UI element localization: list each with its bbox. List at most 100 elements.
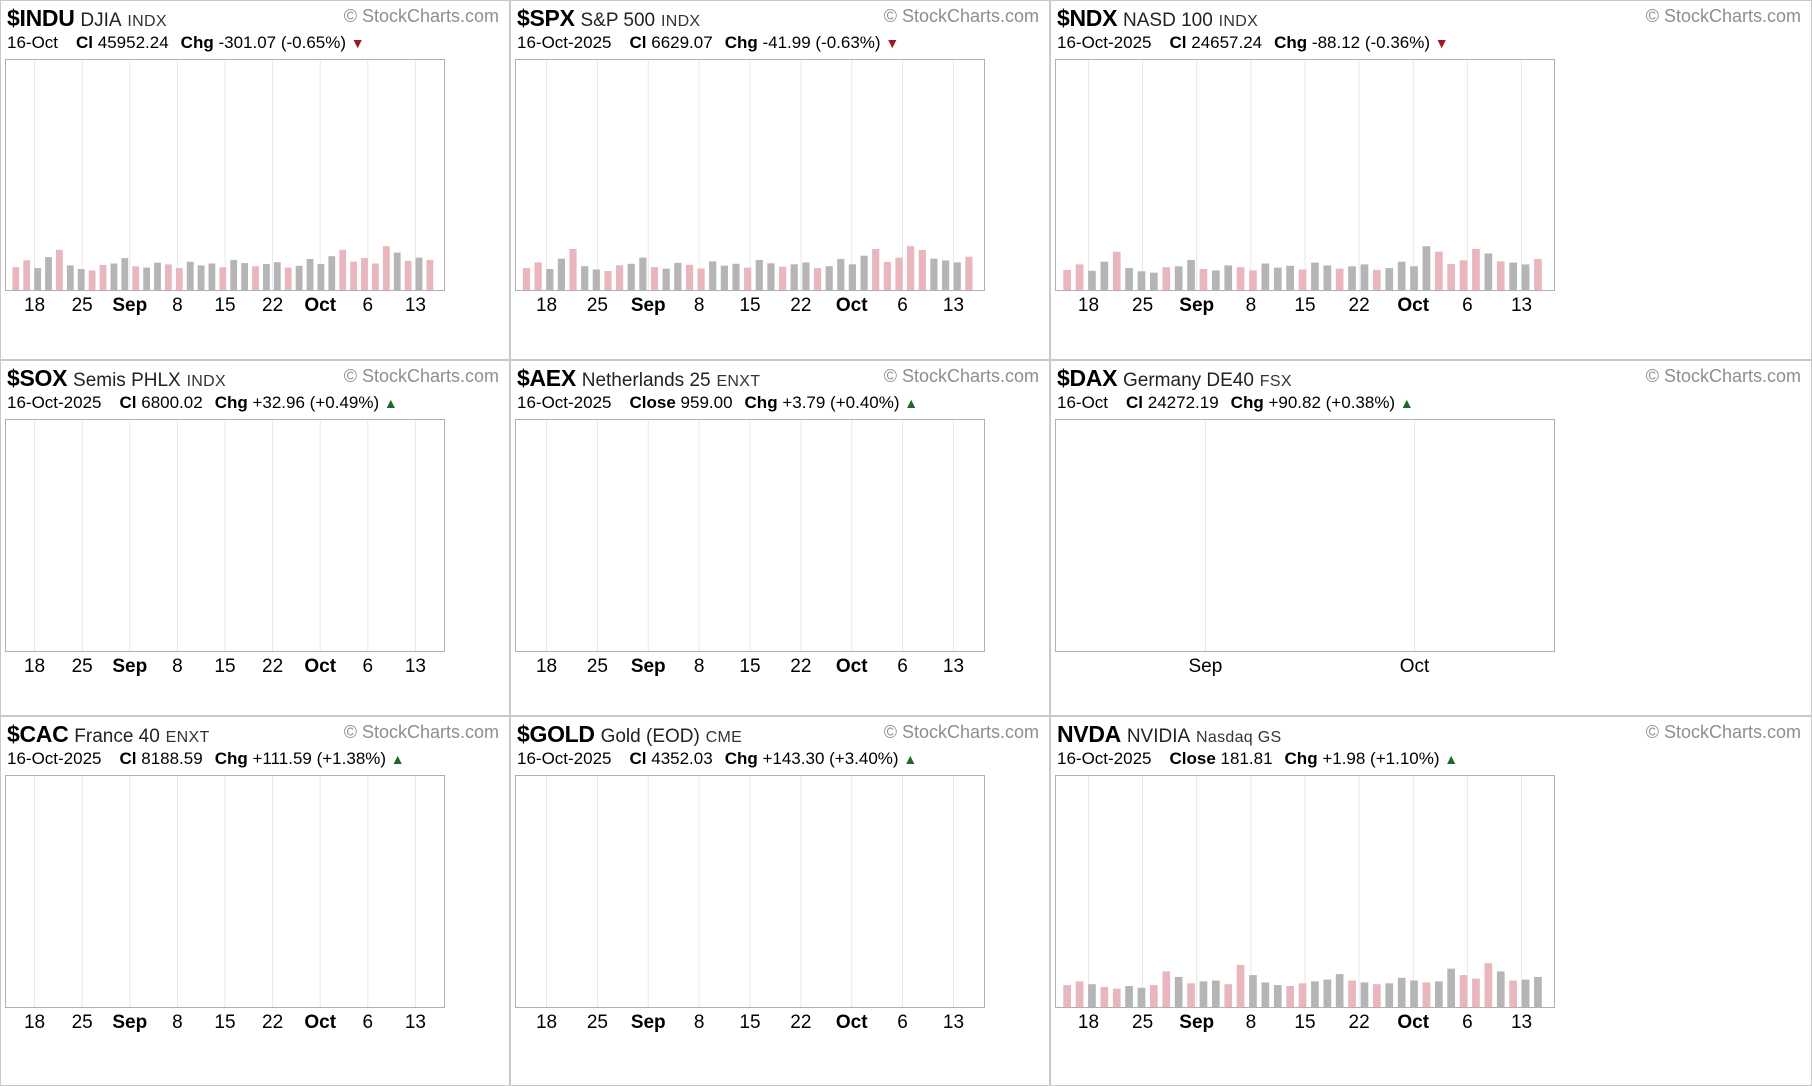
x-axis-tick: 22 xyxy=(790,1012,812,1033)
change-value: +90.82 (+0.38%) xyxy=(1268,393,1396,412)
y-axis xyxy=(1561,776,1631,961)
y-axis xyxy=(991,60,1049,244)
chart-panel-sox[interactable]: $SOX Semis PHLX INDX © StockCharts.com 16-… xyxy=(0,360,510,716)
candlestick-canvas xyxy=(516,60,984,290)
x-axis-tick: Sep xyxy=(112,295,148,316)
x-axis-tick: 6 xyxy=(362,656,374,677)
x-axis-tick: 6 xyxy=(1462,1012,1473,1033)
x-axis-tick: 15 xyxy=(739,656,761,677)
candlestick-canvas xyxy=(6,60,444,290)
plot-area[interactable] xyxy=(1055,419,1555,652)
plot-area[interactable] xyxy=(515,775,985,1008)
exchange-label: FSX xyxy=(1259,373,1292,390)
chart-panel-dax[interactable]: $DAX Germany DE40 FSX © StockCharts.com 16… xyxy=(1050,360,1812,716)
chart-panel-gold[interactable]: $GOLD Gold (EOD) CME © StockCharts.com 16-… xyxy=(510,716,1050,1086)
x-axis-tick: Sep xyxy=(630,656,666,677)
symbol-description: Gold (EOD) xyxy=(600,726,700,747)
x-axis-tick: 15 xyxy=(739,1012,761,1033)
symbol-ticker[interactable]: $GOLD xyxy=(517,721,595,747)
change-label: Chg xyxy=(1284,749,1318,768)
x-axis-tick: 13 xyxy=(1510,1012,1533,1033)
chart-panel-nvda[interactable]: NVDA NVIDIA Nasdaq GS © StockCharts.com 16… xyxy=(1050,716,1812,1086)
x-axis-tick: 25 xyxy=(586,1012,608,1033)
chart-panel-cac[interactable]: $CAC France 40 ENXT © StockCharts.com 16-O… xyxy=(0,716,510,1086)
x-axis-tick: 18 xyxy=(1077,1012,1100,1033)
x-axis-tick: 8 xyxy=(172,1012,183,1033)
x-axis-tick: 13 xyxy=(404,656,426,677)
x-axis-tick: 18 xyxy=(23,656,46,677)
symbol-ticker[interactable]: $DAX xyxy=(1057,365,1118,391)
y-axis xyxy=(1561,60,1631,244)
panel-header-line1: $NDX NASD 100 INDX © StockCharts.com xyxy=(1055,3,1807,32)
quote-date: 16-Oct-2025 xyxy=(7,749,102,768)
close-value: 6800.02 xyxy=(141,393,203,412)
symbol-ticker[interactable]: $SOX xyxy=(7,365,68,391)
chart-panel-indu[interactable]: $INDU DJIA INDX © StockCharts.com 16-Oct Cl… xyxy=(0,0,510,360)
plot-area[interactable] xyxy=(515,59,985,291)
x-axis-tick: Sep xyxy=(112,1012,148,1033)
plot-area[interactable] xyxy=(5,419,445,652)
chart-panel-aex[interactable]: $AEX Netherlands 25 ENXT © StockCharts.co… xyxy=(510,360,1050,716)
plot-area[interactable] xyxy=(5,775,445,1008)
x-axis-tick: 8 xyxy=(172,295,183,316)
symbol-ticker[interactable]: $INDU xyxy=(7,5,75,31)
exchange-label: INDX xyxy=(127,13,167,30)
candlestick-canvas xyxy=(6,776,444,1007)
x-axis-tick: 13 xyxy=(942,656,965,677)
exchange-label: ENXT xyxy=(716,373,761,390)
symbol-ticker[interactable]: $AEX xyxy=(517,365,576,391)
close-label: Cl xyxy=(1169,33,1187,52)
x-axis-tick: Oct xyxy=(835,656,868,677)
panel-header-line1: NVDA NVIDIA Nasdaq GS © StockCharts.com xyxy=(1055,719,1807,748)
x-axis-tick: 25 xyxy=(1132,1012,1154,1033)
x-axis-tick: 18 xyxy=(535,656,558,677)
quote-date: 16-Oct xyxy=(1057,393,1109,412)
panel-header-line2: 16-Oct-2025 Close 181.81 Chg +1.98 (+1.10%… xyxy=(1055,748,1807,770)
close-label: Close xyxy=(1169,749,1216,768)
plot-area[interactable] xyxy=(515,419,985,652)
change-label: Chg xyxy=(724,33,758,52)
x-axis-tick: 25 xyxy=(586,295,608,316)
y-axis xyxy=(451,420,509,651)
x-axis-tick: 15 xyxy=(739,295,761,316)
symbol-ticker[interactable]: $SPX xyxy=(517,5,575,31)
x-axis-tick: 6 xyxy=(897,1012,908,1033)
close-value: 24657.24 xyxy=(1191,33,1263,52)
candlestick-canvas xyxy=(6,420,444,651)
plot-area[interactable] xyxy=(1055,59,1555,291)
symbol-ticker[interactable]: $NDX xyxy=(1057,5,1118,31)
x-axis-tick: Sep xyxy=(630,1012,666,1033)
plot-area[interactable] xyxy=(1055,775,1555,1008)
plot-area[interactable] xyxy=(5,59,445,291)
x-axis-tick: 8 xyxy=(693,656,705,677)
quote-date: 16-Oct-2025 xyxy=(1057,33,1152,52)
x-axis-tick: 22 xyxy=(262,1012,284,1033)
change-value: +1.98 (+1.10%) xyxy=(1322,749,1440,768)
x-axis-tick: Oct xyxy=(304,295,337,316)
symbol-ticker[interactable]: $CAC xyxy=(7,721,69,747)
close-label: Cl xyxy=(119,749,137,768)
change-value: +111.59 (+1.38%) xyxy=(252,749,387,768)
symbol-description: S&P 500 xyxy=(580,10,656,31)
change-label: Chg xyxy=(180,33,214,52)
chart-panel-ndx[interactable]: $NDX NASD 100 INDX © StockCharts.com 16-Oc… xyxy=(1050,0,1812,360)
exchange-label: INDX xyxy=(1218,13,1259,30)
chart-panel-spx[interactable]: $SPX S&P 500 INDX © StockCharts.com 16-Oct… xyxy=(510,0,1050,360)
change-direction-icon: ▲ xyxy=(1444,751,1459,767)
symbol-description: Semis PHLX xyxy=(73,370,181,391)
symbol-description: France 40 xyxy=(74,726,160,747)
close-value: 4352.03 xyxy=(651,749,713,768)
change-value: +3.79 (+0.40%) xyxy=(782,393,900,412)
x-axis-tick: 13 xyxy=(404,295,426,316)
close-value: 45952.24 xyxy=(97,33,169,52)
change-direction-icon: ▲ xyxy=(903,751,918,767)
panel-header-line2: 16-Oct-2025 Close 959.00 Chg +3.79 (+0.40%… xyxy=(515,392,1045,414)
x-axis-tick: Oct xyxy=(1397,1012,1430,1033)
exchange-label: CME xyxy=(705,729,743,746)
candlestick-canvas xyxy=(1056,60,1554,290)
quote-date: 16-Oct-2025 xyxy=(517,33,612,52)
x-axis-tick: Oct xyxy=(835,295,868,316)
x-axis-tick: Sep xyxy=(630,295,666,316)
symbol-ticker[interactable]: NVDA xyxy=(1057,721,1121,747)
